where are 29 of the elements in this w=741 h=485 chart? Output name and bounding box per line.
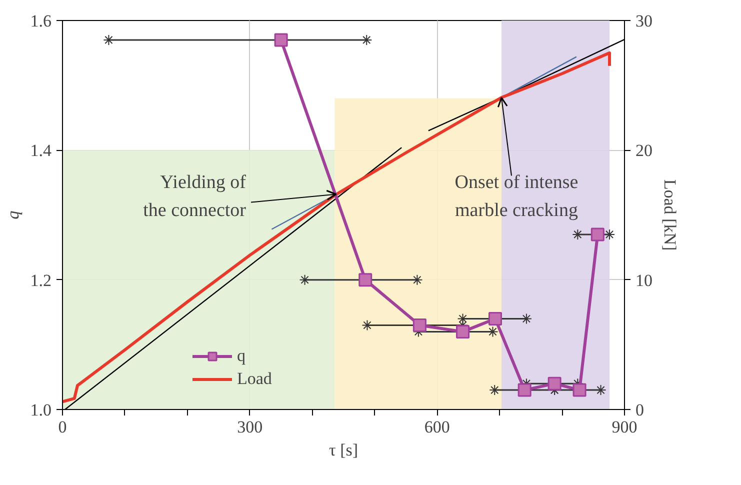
point: [412, 318, 426, 332]
point: [488, 312, 502, 326]
y2-tick-label: 0: [636, 400, 644, 420]
point: [590, 228, 604, 242]
point: [274, 33, 288, 47]
y2-tick-label: 20: [636, 141, 652, 160]
legend-label: Load: [237, 369, 272, 389]
x-tick-label: 300: [237, 418, 263, 436]
point: [572, 383, 586, 397]
x-tick-label: 600: [424, 418, 450, 436]
y2-tick-label: 30: [636, 12, 652, 30]
x-tick-label: 0: [58, 418, 67, 436]
y2-axis-title: Load [kN]: [660, 179, 680, 251]
point: [456, 324, 470, 338]
y-tick-label: 1.6: [30, 12, 52, 30]
y-tick-label: 1.0: [30, 400, 52, 420]
legend-label: q: [237, 346, 246, 366]
annotation: Onset of intense marble cracking: [454, 172, 578, 222]
point: [548, 376, 562, 390]
point: [358, 273, 372, 287]
line-series: [62, 51, 612, 404]
y-tick-label: 1.4: [30, 141, 52, 160]
point: [518, 383, 532, 397]
y-axis-title: q: [3, 210, 22, 220]
x-tick-label: 900: [612, 418, 638, 436]
annotation: Yielding of the connector: [143, 172, 247, 221]
x-axis-title: τ [s]: [328, 440, 358, 460]
y2-tick-label: 10: [636, 270, 652, 290]
y-tick-label: 1.2: [30, 270, 52, 290]
